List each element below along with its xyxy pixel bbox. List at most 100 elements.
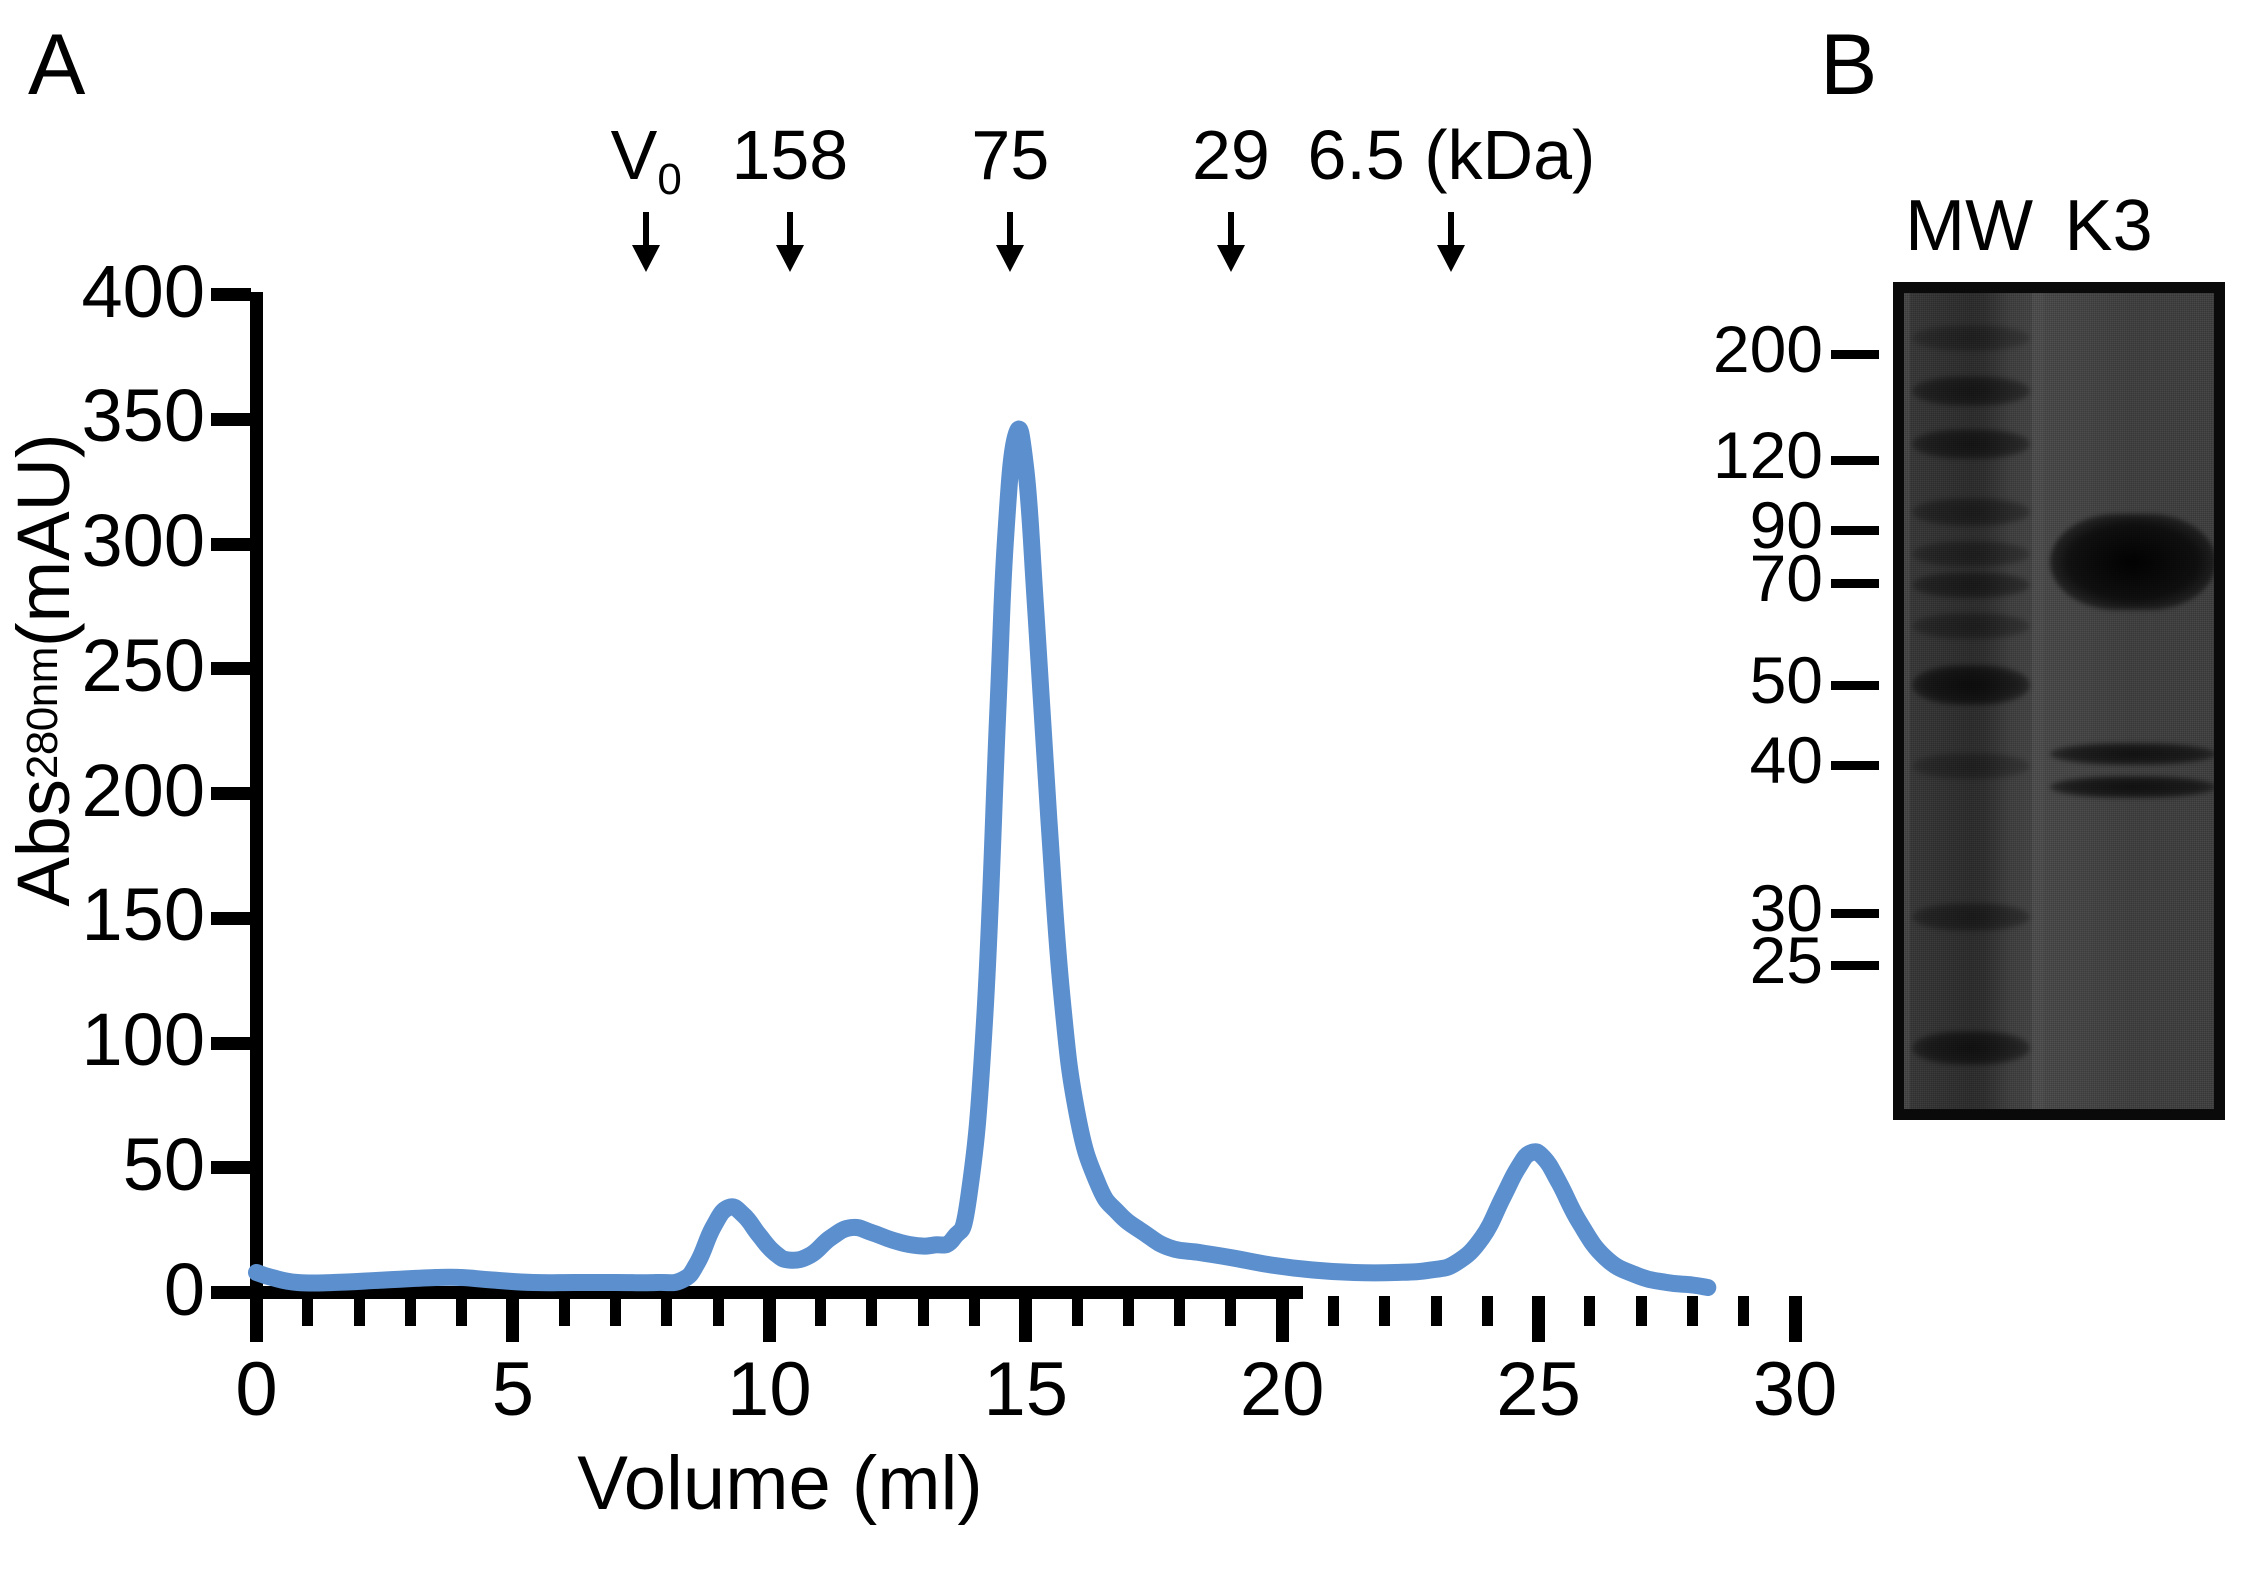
down-arrow-icon xyxy=(1437,212,1466,272)
gel-band-sample xyxy=(2050,743,2214,766)
x-tick-mark-minor xyxy=(1686,1296,1698,1326)
x-tick-label: 20 xyxy=(1239,1347,1325,1432)
gel-mw-marker-label: 30 xyxy=(1749,871,1823,946)
panel-a-chromatogram: A Abs 280nm (mAU) 0 50 100 150 200 250 300 350 40… xyxy=(2,17,1838,1526)
mw-marker-value: V xyxy=(610,116,658,194)
x-tick-mark-major xyxy=(506,1296,520,1342)
y-tick-mark xyxy=(211,1036,251,1050)
y-tick-mark xyxy=(211,1286,251,1299)
x-tick-mark-minor xyxy=(968,1296,980,1326)
x-tick-mark-major xyxy=(250,1296,263,1342)
gel-inner xyxy=(1904,293,2214,1109)
x-tick-label: 25 xyxy=(1496,1347,1581,1432)
x-tick-mark-minor xyxy=(1122,1296,1134,1326)
x-tick-mark-major xyxy=(1532,1296,1546,1342)
panel-a-label: A xyxy=(28,17,86,113)
down-arrow-icon xyxy=(1216,212,1245,272)
mw-marker-value: 158 xyxy=(731,116,849,194)
x-tick-label: 0 xyxy=(235,1347,278,1432)
gel-band-ladder xyxy=(1912,1030,2030,1065)
gel-band-ladder xyxy=(1912,375,2030,406)
x-tick-label: 30 xyxy=(1752,1347,1838,1432)
x-tick-mark-minor xyxy=(1225,1296,1237,1326)
gel-band-ladder xyxy=(1912,541,2030,568)
gel-lane-label: K3 xyxy=(2064,186,2153,266)
x-tick-mark-minor xyxy=(302,1296,314,1326)
y-tick-label: 100 xyxy=(81,998,205,1081)
gel-mw-marker-tick xyxy=(1831,680,1879,690)
x-tick-mark-major xyxy=(762,1296,776,1342)
gel-image xyxy=(1893,282,2225,1120)
x-tick-mark-minor xyxy=(1738,1296,1750,1326)
panel-b-label: B xyxy=(1820,17,1878,113)
mw-marker-subscript: 0 xyxy=(657,155,682,204)
gel-mw-marker-tick xyxy=(1831,909,1879,919)
y-tick-label: 250 xyxy=(81,623,205,707)
gel-band-sample xyxy=(2050,775,2214,798)
x-tick-mark-minor xyxy=(1327,1296,1339,1326)
gel-mw-marker-tick xyxy=(1831,456,1879,466)
gel-band-ladder xyxy=(1912,612,2030,639)
x-axis-title: Volume (ml) xyxy=(577,1441,983,1526)
y-tick-mark xyxy=(211,537,251,551)
gel-band-sample xyxy=(2050,514,2214,611)
x-tick-mark-minor xyxy=(1430,1296,1442,1326)
x-tick-label: 15 xyxy=(983,1347,1069,1432)
x-tick-mark-minor xyxy=(661,1296,673,1326)
y-tick-mark xyxy=(211,412,251,426)
gel-lane-k3 xyxy=(2044,293,2214,1109)
down-arrow-icon xyxy=(632,212,661,272)
y-tick-label: 50 xyxy=(122,1122,205,1206)
y-tick-label: 400 xyxy=(81,249,205,333)
gel-mw-marker-label: 200 xyxy=(1712,312,1823,387)
gel-mw-marker-label: 90 xyxy=(1749,487,1823,562)
x-tick-mark-major xyxy=(1788,1296,1802,1342)
y-tick-label: 150 xyxy=(81,873,205,957)
y-tick-mark xyxy=(211,787,251,800)
mw-marker-value: 6.5 (kDa) xyxy=(1307,116,1596,194)
x-tick-mark-minor xyxy=(353,1296,365,1326)
x-tick-mark-minor xyxy=(1379,1296,1391,1326)
x-tick-mark-minor xyxy=(1584,1296,1596,1326)
gel-mw-marker-label: 40 xyxy=(1749,722,1823,797)
down-arrow-icon xyxy=(996,212,1025,272)
y-tick-mark xyxy=(211,662,251,676)
trace-line xyxy=(248,420,1717,1296)
x-tick-mark-major xyxy=(1275,1296,1289,1342)
gel-mw-marker-tick xyxy=(1831,350,1879,360)
y-tick-label: 0 xyxy=(163,1247,205,1331)
mw-marker-value: 29 xyxy=(1191,116,1270,194)
gel-mw-marker-tick xyxy=(1831,760,1879,770)
y-tick-label: 200 xyxy=(81,748,205,832)
y-tick-mark xyxy=(211,911,251,925)
y-tick-mark xyxy=(211,288,251,301)
down-arrow-icon xyxy=(775,212,804,272)
x-tick-mark-minor xyxy=(1174,1296,1186,1326)
x-tick-mark-minor xyxy=(1635,1296,1647,1326)
x-tick-mark-minor xyxy=(456,1296,468,1326)
gel-band-ladder xyxy=(1912,753,2030,780)
x-tick-mark-minor xyxy=(866,1296,878,1326)
x-tick-mark-minor xyxy=(1481,1296,1493,1326)
gel-band-ladder xyxy=(1912,903,2030,932)
mw-marker-label: 29 xyxy=(1021,120,1441,190)
y-tick-label: 300 xyxy=(81,499,205,582)
gel-mw-marker-tick xyxy=(1831,578,1879,588)
mw-marker-label: 158 xyxy=(580,120,1000,190)
y-axis-spine xyxy=(250,292,263,1297)
x-tick-mark-minor xyxy=(609,1296,621,1326)
y-tick-mark xyxy=(211,1161,251,1175)
gel-band-ladder xyxy=(1912,497,2030,526)
gel-mw-marker-tick xyxy=(1831,525,1879,535)
mw-marker-label: V0 xyxy=(436,120,856,202)
gel-lane-label: MW xyxy=(1905,186,2034,266)
mw-marker-label: 6.5 (kDa) xyxy=(1241,120,1661,190)
gel-band-ladder xyxy=(1912,324,2030,351)
x-tick-mark-minor xyxy=(404,1296,416,1326)
x-tick-mark-minor xyxy=(917,1296,929,1326)
gel-mw-marker-label: 70 xyxy=(1749,540,1823,615)
x-tick-label: 10 xyxy=(727,1347,812,1432)
gel-mw-marker-label: 120 xyxy=(1712,418,1823,493)
y-tick-label: 350 xyxy=(81,374,205,458)
